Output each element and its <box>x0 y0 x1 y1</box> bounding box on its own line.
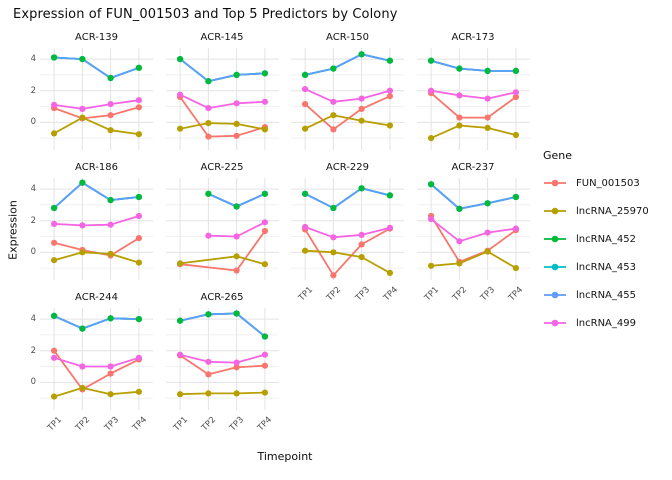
x-tick-label: TP3 <box>353 285 372 304</box>
legend-key-icon <box>544 235 566 243</box>
facet-title: ACR-265 <box>200 292 244 303</box>
y-tick-label: 2 <box>30 85 36 96</box>
facet-panel-ACR-186 <box>40 178 153 280</box>
facet-panel-ACR-173 <box>416 48 530 150</box>
x-tick-label: TP3 <box>102 415 121 434</box>
x-tick-label: TP4 <box>130 415 149 434</box>
y-tick-label: 4 <box>30 314 36 325</box>
legend-item-lncRNA_455: lncRNA_455 <box>543 281 649 309</box>
x-axis-title: Timepoint <box>257 450 313 463</box>
facet-title: ACR-237 <box>451 162 495 173</box>
legend-item-FUN_001503: FUN_001503 <box>543 169 649 197</box>
x-tick-label: TP3 <box>478 285 498 304</box>
x-tick-label: TP4 <box>381 285 400 304</box>
legend-label: lncRNA_455 <box>576 289 636 301</box>
x-tick-label: TP1 <box>296 285 316 304</box>
facet-panel-ACR-139 <box>40 48 153 150</box>
legend-items: FUN_001503 lncRNA_25970 lncRNA_452 lncRNA_4… <box>543 169 649 337</box>
x-tick-label: TP1 <box>45 415 65 434</box>
x-tick-label: TP4 <box>507 285 526 304</box>
facet-title: ACR-173 <box>451 32 495 43</box>
legend-label: lncRNA_452 <box>576 233 636 245</box>
x-tick-label: TP3 <box>227 415 247 434</box>
facet-panel-ACR-145 <box>165 48 279 150</box>
legend-label: lncRNA_453 <box>576 261 636 273</box>
facet-panel-ACR-244 <box>40 308 153 410</box>
x-tick-label: TP2 <box>74 415 93 434</box>
legend-item-lncRNA_499: lncRNA_499 <box>543 309 649 337</box>
legend-title: Gene <box>543 149 573 162</box>
legend-label: lncRNA_499 <box>576 317 636 329</box>
legend-key-icon <box>544 319 566 327</box>
chart-title: Expression of FUN_001503 and Top 5 Predi… <box>13 7 398 22</box>
legend-label: FUN_001503 <box>576 177 640 189</box>
facet-panel-ACR-225 <box>165 178 279 280</box>
x-tick-label: TP1 <box>171 415 190 434</box>
x-tick-label: TP1 <box>422 285 441 304</box>
facet-title: ACR-139 <box>75 32 118 43</box>
facet-panel-ACR-150 <box>291 48 404 150</box>
legend-item-lncRNA_25970: lncRNA_25970 <box>543 197 649 225</box>
facet-panel-ACR-237 <box>416 178 530 280</box>
x-tick-label: TP2 <box>450 285 469 304</box>
legend-item-lncRNA_453: lncRNA_453 <box>543 253 649 281</box>
facet-title: ACR-244 <box>75 292 118 303</box>
facet-panel-ACR-265 <box>165 308 279 410</box>
facet-title: ACR-225 <box>200 162 244 173</box>
legend-key-icon <box>544 179 566 187</box>
legend-key-icon <box>544 207 566 215</box>
x-tick-label: TP4 <box>256 415 275 434</box>
y-tick-label: 4 <box>30 184 36 195</box>
facet-title: ACR-150 <box>326 32 369 43</box>
legend-label: lncRNA_25970 <box>576 205 649 217</box>
y-tick-label: 4 <box>30 54 36 65</box>
x-tick-label: TP2 <box>199 415 218 434</box>
y-tick-label: 0 <box>30 117 36 128</box>
legend-key-icon <box>544 291 566 299</box>
y-tick-label: 0 <box>30 247 36 258</box>
facet-panel-ACR-229 <box>291 178 404 280</box>
y-tick-label: 0 <box>30 377 36 388</box>
facet-title: ACR-229 <box>326 162 369 173</box>
facet-title: ACR-186 <box>75 162 118 173</box>
legend-item-lncRNA_452: lncRNA_452 <box>543 225 649 253</box>
y-tick-label: 2 <box>30 345 36 356</box>
x-tick-label: TP2 <box>325 285 344 304</box>
y-tick-label: 2 <box>30 215 36 226</box>
legend-key-icon <box>544 263 566 271</box>
facet-title: ACR-145 <box>200 32 244 43</box>
